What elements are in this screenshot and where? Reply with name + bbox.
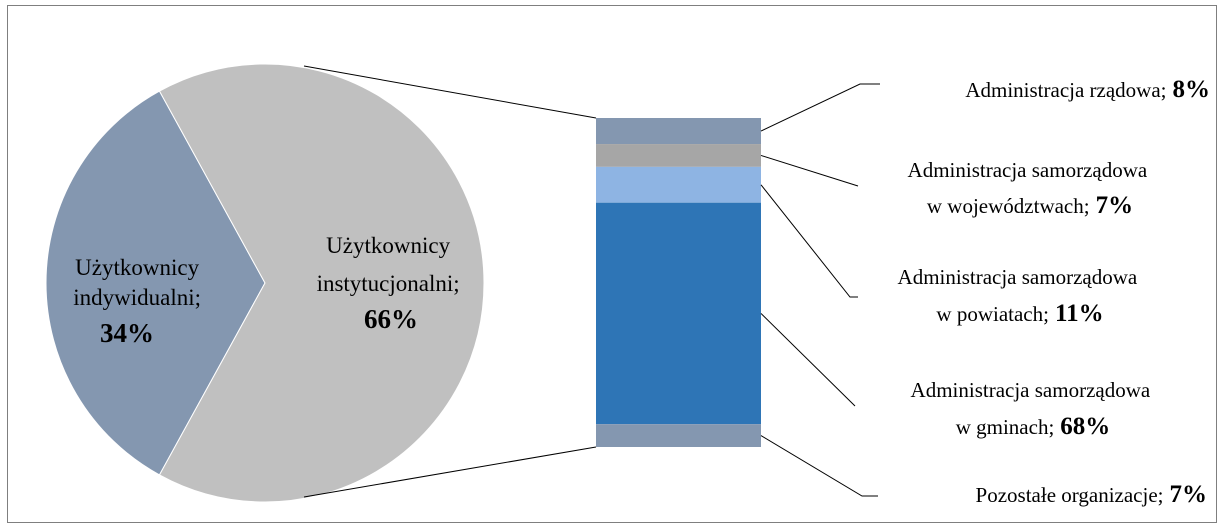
bar-label-voivodeship-value: 7% xyxy=(1096,192,1134,219)
bar-segment-other xyxy=(596,424,761,447)
connector-top xyxy=(303,65,597,119)
pie-label-institutional: Użytkownicy instytucjonalni; 66% xyxy=(317,233,466,334)
bar-label-municipality-line1: Administracja samorządowa xyxy=(911,378,1151,402)
leader-other xyxy=(760,435,878,497)
pie-label-institutional-line2: instytucjonalni; xyxy=(317,271,460,296)
bar-segment-municipality xyxy=(596,202,761,425)
pie-label-individual-value: 34% xyxy=(100,318,154,348)
bar-label-county-line2: w powiatach; xyxy=(936,302,1049,326)
connector-lines xyxy=(303,65,597,498)
bar-label-voivodeship-line2: w województwach; xyxy=(927,194,1090,218)
bar-label-county: Administracja samorządowa w powiatach; 11… xyxy=(898,265,1143,327)
pie-slice-institutional xyxy=(158,63,485,503)
leader-municipality xyxy=(760,313,856,407)
pie xyxy=(45,63,485,503)
leader-voivodeship xyxy=(760,154,859,187)
bar-segment-voivodeship xyxy=(596,144,761,167)
bar-label-government-value: 8% xyxy=(1173,76,1211,103)
bar-label-other-value: 7% xyxy=(1170,481,1208,508)
stacked-bar xyxy=(596,118,761,447)
bar-label-county-value: 11% xyxy=(1055,300,1104,327)
pie-label-individual-line2: indywidualni; xyxy=(73,285,201,310)
connector-bottom xyxy=(303,446,597,498)
bar-label-municipality-line2: w gminach; xyxy=(956,415,1055,439)
bar-label-municipality-value: 68% xyxy=(1060,413,1110,440)
bar-label-voivodeship-line1: Administracja samorządowa xyxy=(908,158,1148,182)
pie-label-individual-line1: Użytkownicy xyxy=(75,255,199,280)
bar-label-government-line1: Administracja rządowa; xyxy=(965,78,1166,102)
pie-label-institutional-line1: Użytkownicy xyxy=(326,233,450,258)
leader-county xyxy=(760,184,858,298)
bar-label-other-line1: Pozostałe organizacje; xyxy=(976,483,1164,507)
pie-label-individual: Użytkownicy indywidualni; 34% xyxy=(73,255,207,348)
pie-label-institutional-value: 66% xyxy=(364,304,418,334)
bar-segment-county xyxy=(596,166,761,203)
bar-label-municipality: Administracja samorządowa w gminach; 68% xyxy=(911,378,1156,440)
bar-label-voivodeship: Administracja samorządowa w województwac… xyxy=(908,158,1153,219)
pie-slice-individual xyxy=(45,90,266,476)
bar-label-government: Administracja rządowa; 8% xyxy=(965,76,1210,103)
bar-segment-government xyxy=(596,118,761,145)
bar-label-county-line1: Administracja samorządowa xyxy=(898,265,1138,289)
bar-label-other: Pozostałe organizacje; 7% xyxy=(976,481,1207,508)
leader-lines xyxy=(760,83,880,497)
leader-government xyxy=(760,83,880,132)
